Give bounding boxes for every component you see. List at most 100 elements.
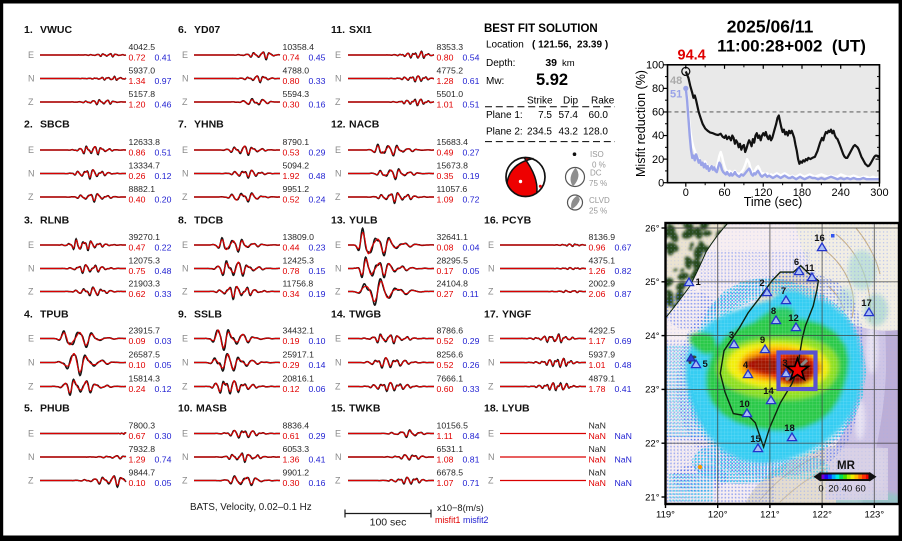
- svg-text:6053.3: 6053.3: [283, 444, 310, 454]
- svg-text:Depth:: Depth:: [486, 58, 515, 69]
- svg-text:Z: Z: [182, 97, 188, 107]
- svg-text:Z: Z: [28, 97, 34, 107]
- svg-text:misfit1: misfit1: [435, 515, 461, 525]
- svg-text:8.: 8.: [178, 215, 187, 227]
- svg-text:0.86: 0.86: [129, 148, 146, 158]
- svg-text:11:00:28+002 (UT): 11:00:28+002 (UT): [717, 37, 866, 56]
- svg-text:24104.8: 24104.8: [437, 279, 469, 289]
- svg-text:0.48: 0.48: [155, 266, 172, 276]
- svg-text:20: 20: [828, 484, 839, 495]
- svg-text:13.: 13.: [331, 215, 346, 227]
- svg-text:E: E: [28, 334, 34, 344]
- svg-text:LYUB: LYUB: [502, 403, 530, 415]
- svg-text:2002.9: 2002.9: [589, 279, 616, 289]
- svg-text:Z: Z: [28, 382, 34, 392]
- svg-text:N: N: [28, 74, 35, 84]
- svg-text:Plane 2:: Plane 2:: [486, 127, 523, 138]
- svg-text:0.60: 0.60: [437, 384, 454, 394]
- svg-text:39270.1: 39270.1: [129, 232, 161, 242]
- svg-text:N: N: [182, 264, 189, 274]
- svg-text:0.61: 0.61: [283, 431, 300, 441]
- svg-text:0.20: 0.20: [155, 195, 172, 205]
- svg-text:Z: Z: [488, 287, 494, 297]
- svg-text:7666.1: 7666.1: [437, 374, 464, 384]
- svg-text:60: 60: [652, 107, 664, 119]
- svg-text:0.51: 0.51: [155, 148, 172, 158]
- svg-text:0.82: 0.82: [615, 266, 632, 276]
- svg-text:6678.5: 6678.5: [437, 468, 464, 478]
- svg-text:25°: 25°: [645, 277, 660, 288]
- svg-text:0.33: 0.33: [309, 76, 326, 86]
- svg-text:3: 3: [782, 358, 787, 369]
- svg-text:TWKB: TWKB: [349, 403, 381, 415]
- svg-text:E: E: [488, 429, 494, 439]
- svg-text:0.69: 0.69: [615, 336, 632, 346]
- svg-text:7.: 7.: [178, 119, 187, 131]
- svg-text:0.29: 0.29: [309, 431, 326, 441]
- svg-text:6.: 6.: [178, 24, 187, 36]
- svg-text:8136.9: 8136.9: [589, 232, 616, 242]
- svg-text:0.09: 0.09: [129, 336, 146, 346]
- svg-text:4775.2: 4775.2: [437, 66, 464, 76]
- svg-text:0.40: 0.40: [129, 195, 146, 205]
- svg-text:0.41: 0.41: [155, 53, 172, 63]
- svg-text:1: 1: [696, 277, 702, 288]
- svg-text:10358.4: 10358.4: [283, 42, 315, 52]
- svg-text:21°: 21°: [645, 492, 660, 503]
- svg-text:23°: 23°: [645, 385, 660, 396]
- svg-text:N: N: [182, 358, 189, 368]
- svg-text:18: 18: [784, 423, 795, 434]
- svg-text:48: 48: [670, 75, 682, 87]
- svg-text:8256.6: 8256.6: [437, 350, 464, 360]
- svg-text:N: N: [335, 452, 342, 462]
- svg-text:120°: 120°: [708, 510, 728, 521]
- svg-text:94.4: 94.4: [678, 48, 706, 64]
- svg-text:0.84: 0.84: [463, 431, 480, 441]
- svg-text:300: 300: [870, 187, 888, 199]
- svg-text:Location: Location: [486, 40, 524, 51]
- svg-text:40: 40: [652, 130, 664, 142]
- svg-text:8786.6: 8786.6: [437, 326, 464, 336]
- svg-text:YHNB: YHNB: [194, 119, 224, 131]
- svg-text:11756.8: 11756.8: [283, 279, 314, 289]
- svg-text:0.48: 0.48: [615, 360, 632, 370]
- svg-text:1.28: 1.28: [437, 76, 454, 86]
- svg-text:80: 80: [652, 83, 664, 95]
- svg-text:60: 60: [855, 484, 866, 495]
- svg-text:E: E: [335, 429, 341, 439]
- svg-text:10.: 10.: [178, 403, 193, 415]
- svg-text:YD07: YD07: [194, 24, 220, 36]
- svg-text:0.44: 0.44: [283, 243, 300, 253]
- svg-text:5501.0: 5501.0: [437, 89, 464, 99]
- svg-text:119°: 119°: [656, 510, 675, 521]
- svg-text:N: N: [488, 358, 495, 368]
- svg-text:0.30: 0.30: [155, 431, 172, 441]
- svg-text:51: 51: [670, 89, 682, 101]
- svg-text:23915.7: 23915.7: [129, 326, 161, 336]
- svg-text:N: N: [335, 358, 342, 368]
- svg-text:6: 6: [794, 257, 799, 268]
- svg-text:8882.1: 8882.1: [129, 184, 156, 194]
- svg-text:Z: Z: [488, 476, 494, 486]
- svg-text:N: N: [28, 264, 35, 274]
- svg-text:0.45: 0.45: [309, 53, 326, 63]
- svg-text:1.01: 1.01: [437, 100, 454, 110]
- svg-text:1.01: 1.01: [589, 360, 606, 370]
- svg-text:E: E: [335, 50, 341, 60]
- svg-text:34432.1: 34432.1: [283, 326, 315, 336]
- svg-text:0.08: 0.08: [437, 243, 454, 253]
- svg-text:Plane 1:: Plane 1:: [486, 110, 523, 121]
- svg-text:( 121.56, 23.39 ): ( 121.56, 23.39 ): [532, 40, 608, 51]
- svg-text:Z: Z: [335, 192, 341, 202]
- svg-text:E: E: [28, 50, 34, 60]
- svg-text:E: E: [335, 240, 341, 250]
- svg-text:NaN: NaN: [615, 455, 632, 465]
- svg-text:E: E: [335, 145, 341, 155]
- svg-text:NaN: NaN: [589, 478, 606, 488]
- svg-text:YULB: YULB: [349, 215, 378, 227]
- svg-text:9.: 9.: [178, 309, 187, 321]
- svg-text:0.54: 0.54: [463, 53, 480, 63]
- svg-text:234.5: 234.5: [527, 127, 552, 138]
- svg-text:0.67: 0.67: [615, 243, 632, 253]
- svg-text:N: N: [182, 74, 189, 84]
